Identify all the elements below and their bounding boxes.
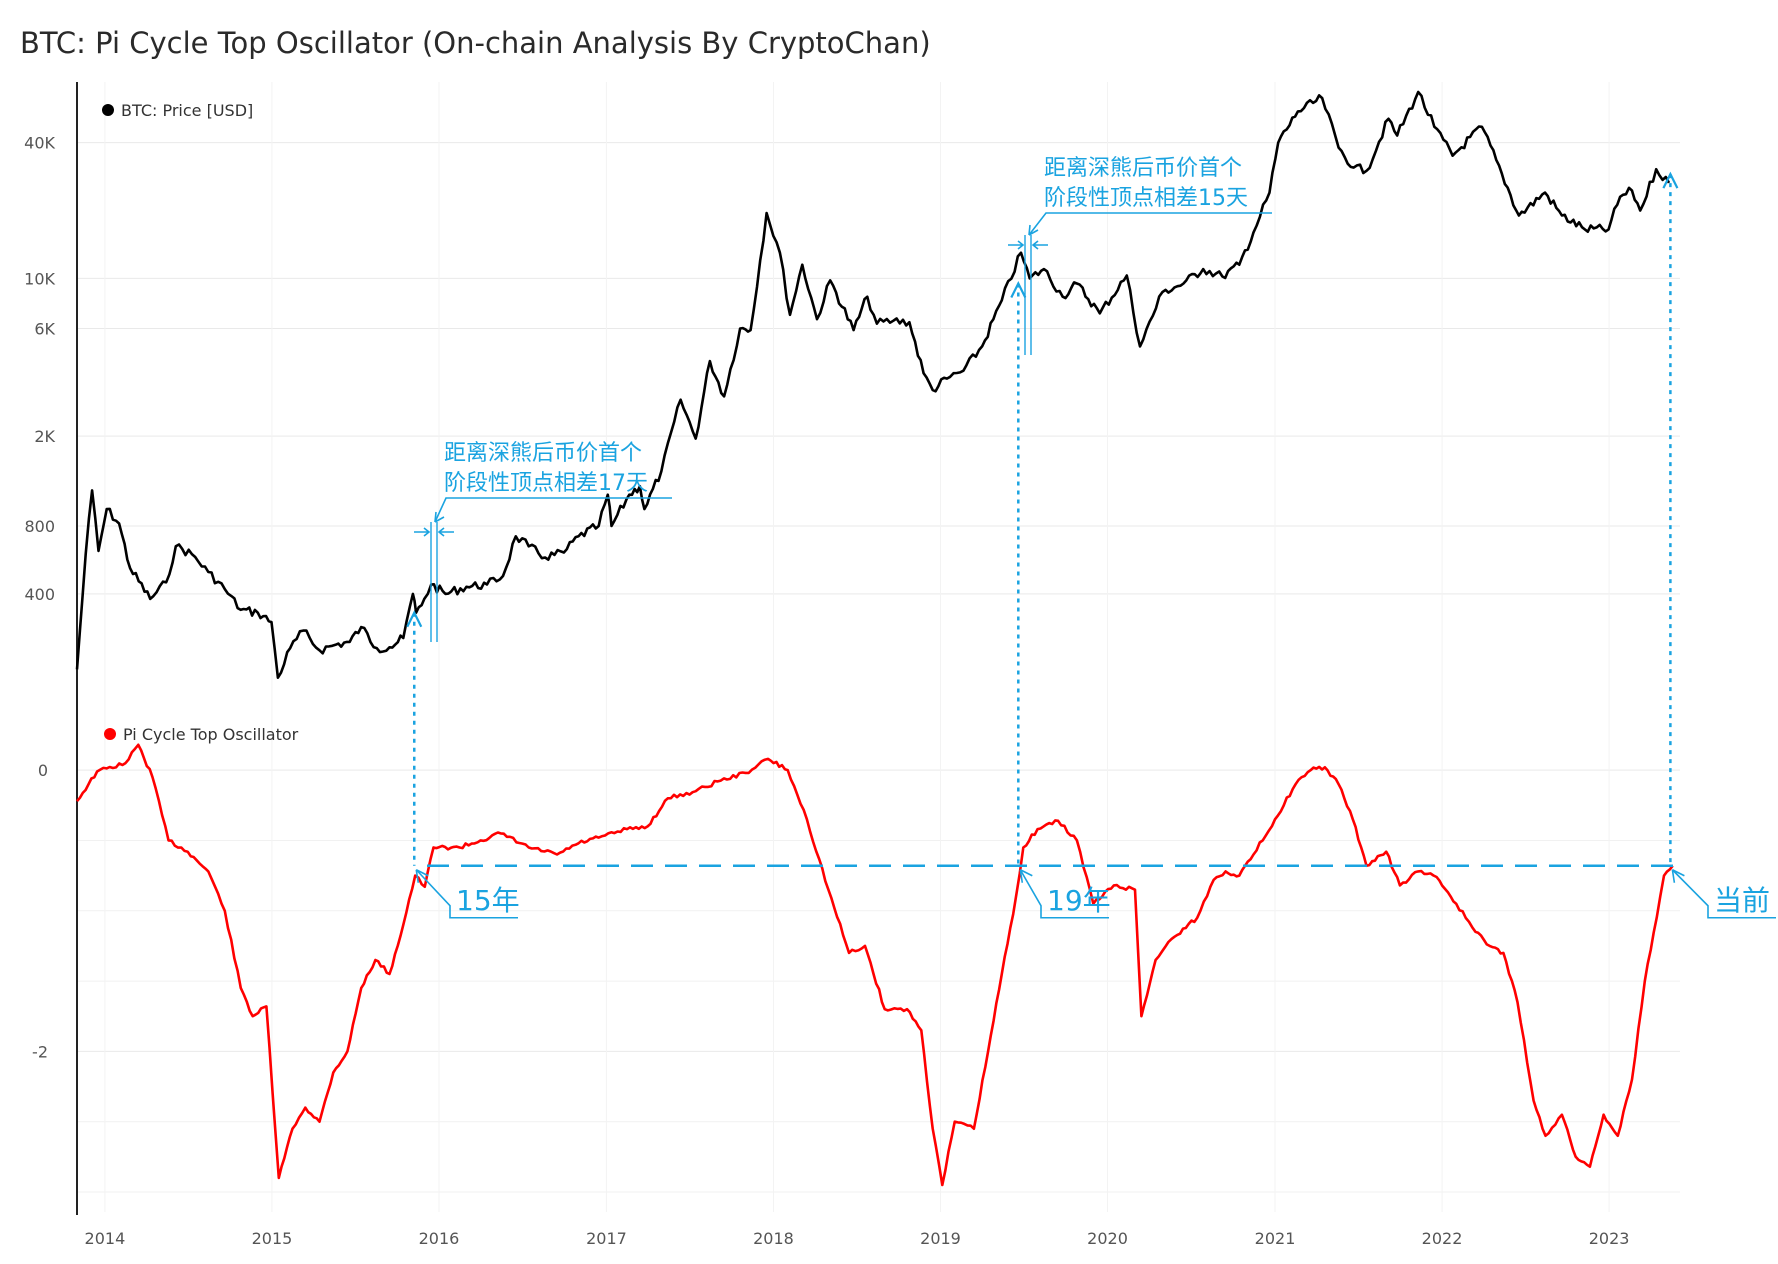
- x-tick-2018: 2018: [753, 1229, 794, 1248]
- gap-2016-arrow-left: [414, 527, 431, 537]
- marker-arrowhead: [406, 610, 423, 628]
- x-tick-2022: 2022: [1422, 1229, 1463, 1248]
- label-2019-arrow: [1019, 869, 1033, 883]
- marker-arrowhead: [1010, 281, 1027, 298]
- chart-title: BTC: Pi Cycle Top Oscillator (On-chain A…: [20, 26, 931, 60]
- note-2019-line2: 阶段性顶点相差15天: [1044, 186, 1248, 211]
- marker-arrowhead: [1662, 171, 1679, 189]
- price-y-tick-3: 2K: [34, 427, 55, 446]
- x-tick-2015: 2015: [252, 1229, 293, 1248]
- price-y-tick-1: 10K: [24, 269, 55, 288]
- x-tick-2023: 2023: [1589, 1229, 1630, 1248]
- x-tick-2020: 2020: [1087, 1229, 1128, 1248]
- gap-2019-arrow-right: [1031, 240, 1048, 250]
- label-2015: 15年: [456, 884, 520, 917]
- gap-2019-arrow-left: [1008, 240, 1025, 250]
- note-2019-leader: [1028, 212, 1272, 236]
- x-tick-2017: 2017: [586, 1229, 627, 1248]
- price-y-tick-5: 400: [24, 585, 55, 604]
- label-2015-arrow: [415, 869, 429, 883]
- price-y-tick-0: 40K: [24, 134, 55, 153]
- label-current-arrow: [1671, 869, 1685, 883]
- gap-2016-arrow-right: [437, 527, 454, 537]
- label-2019: 19年: [1047, 884, 1111, 917]
- oscillator-legend-marker: [104, 728, 116, 740]
- label-current: 当前: [1714, 884, 1770, 917]
- x-tick-2021: 2021: [1255, 1229, 1296, 1248]
- price-legend-marker: [102, 104, 114, 116]
- price-series-line: [75, 90, 1671, 679]
- note-2016-line1: 距离深熊后币价首个: [444, 441, 642, 466]
- label-2019-leader: [1019, 869, 1109, 919]
- osc-y-tick-1: -2: [32, 1042, 48, 1061]
- osc-y-tick-0: 0: [38, 761, 48, 780]
- note-2019-leader-arrow: [1028, 224, 1039, 236]
- oscillator-series-line: [76, 743, 1674, 1187]
- price-legend-label: BTC: Price [USD]: [121, 101, 253, 120]
- label-2015-leader: [415, 869, 518, 919]
- price-y-tick-4: 800: [24, 517, 55, 536]
- x-tick-2019: 2019: [920, 1229, 961, 1248]
- x-tick-2014: 2014: [85, 1229, 126, 1248]
- oscillator-legend-label: Pi Cycle Top Oscillator: [123, 725, 299, 744]
- note-2016-line2: 阶段性顶点相差17天: [444, 471, 648, 496]
- note-2019-line1: 距离深熊后币价首个: [1044, 156, 1242, 181]
- price-y-tick-2: 6K: [34, 319, 55, 338]
- note-2016-leader: [434, 497, 672, 523]
- x-tick-2016: 2016: [419, 1229, 460, 1248]
- label-current-leader: [1671, 869, 1776, 919]
- note-2016-leader-arrow: [434, 511, 445, 523]
